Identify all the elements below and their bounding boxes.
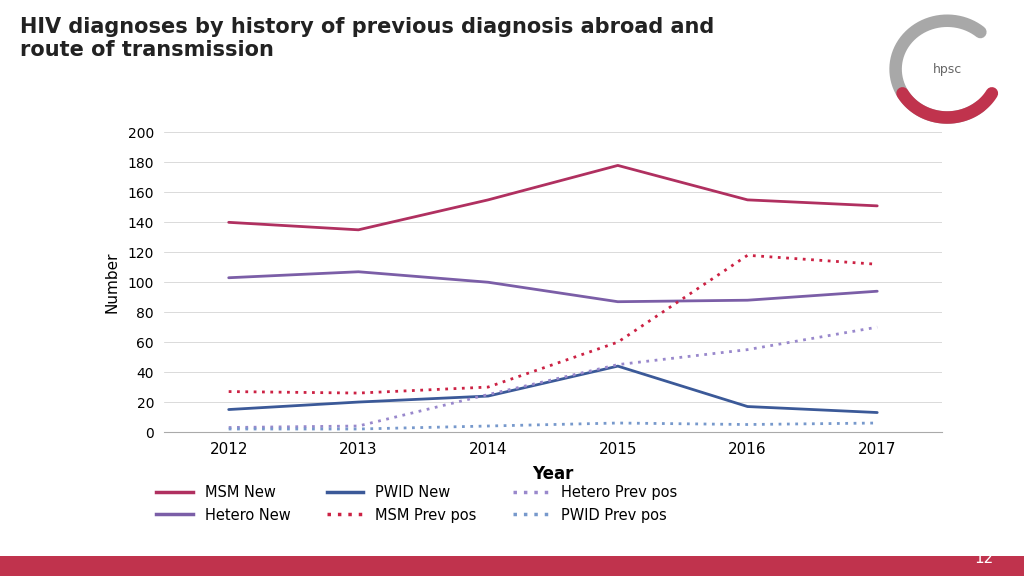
Legend: MSM New, Hetero New, PWID New, MSM Prev pos, Hetero Prev pos, PWID Prev pos: MSM New, Hetero New, PWID New, MSM Prev …	[151, 479, 683, 528]
Y-axis label: Number: Number	[104, 252, 119, 313]
Circle shape	[910, 35, 984, 104]
Text: hpsc: hpsc	[933, 63, 962, 75]
Text: 12: 12	[974, 551, 993, 566]
X-axis label: Year: Year	[532, 465, 573, 483]
Text: HIV diagnoses by history of previous diagnosis abroad and
route of transmission: HIV diagnoses by history of previous dia…	[20, 17, 715, 60]
